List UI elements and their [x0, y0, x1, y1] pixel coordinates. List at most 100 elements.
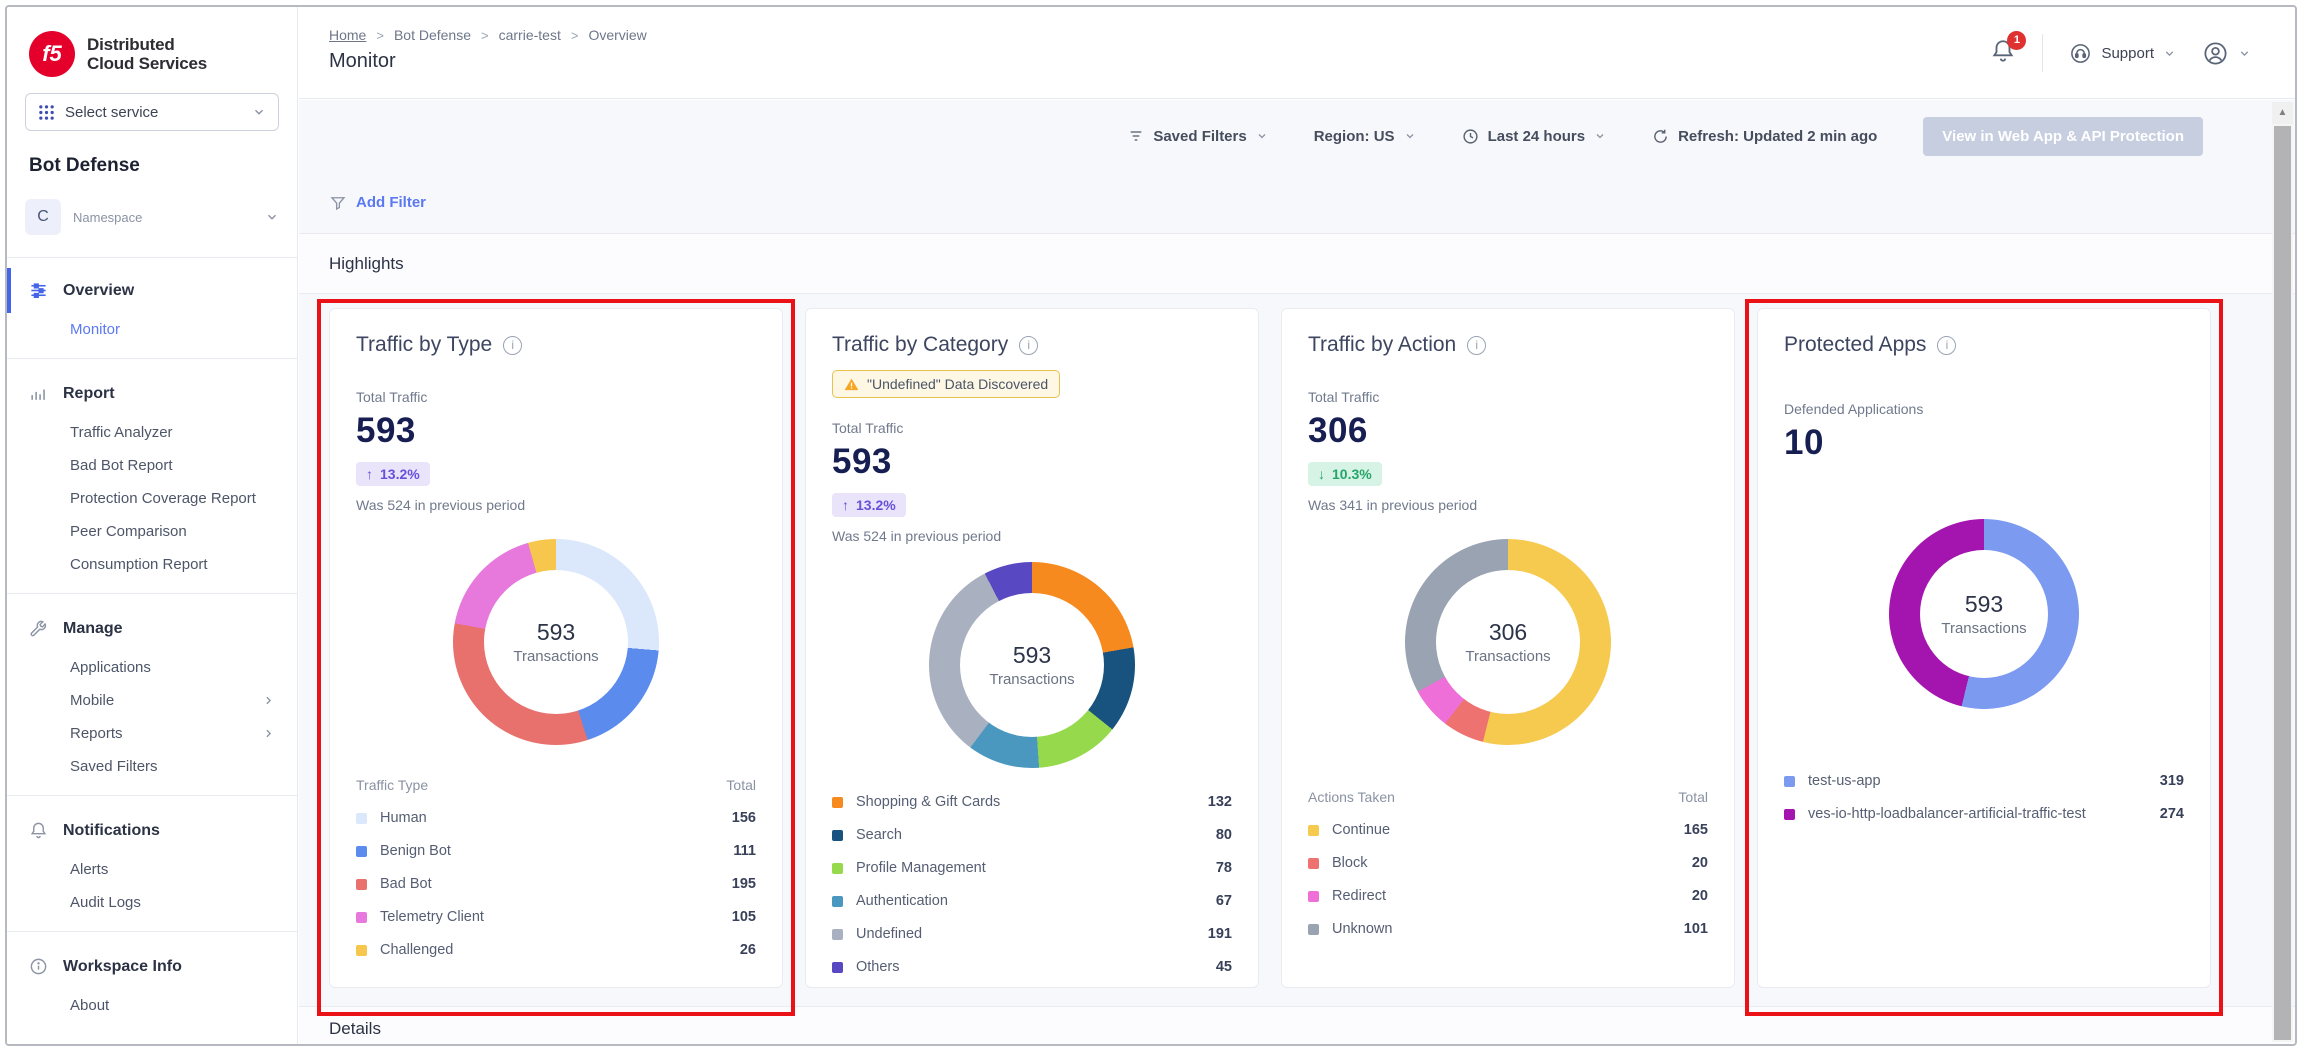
sidebar-item-label: Notifications — [63, 822, 160, 840]
legend-label: Challenged — [380, 942, 727, 958]
delta-badge: ↑13.2% — [832, 493, 906, 517]
avatar-icon — [2202, 40, 2229, 67]
sidebar-item-label: Workspace Info — [63, 958, 182, 976]
legend-row[interactable]: Challenged 26 — [356, 942, 756, 958]
legend-row[interactable]: ves-io-http-loadbalancer-artificial-traf… — [1784, 806, 2184, 822]
sidebar-item-monitor[interactable]: Monitor — [7, 313, 297, 346]
down-arrow-icon: ↓ — [1318, 466, 1325, 482]
donut-center-value: 593 — [537, 619, 575, 646]
legend-label: Redirect — [1332, 888, 1679, 904]
legend-row[interactable]: Search80 — [832, 827, 1232, 843]
legend-row[interactable]: Continue165 — [1308, 822, 1708, 838]
namespace-selector[interactable]: C Namespace — [7, 199, 297, 258]
legend-row[interactable]: Profile Management78 — [832, 860, 1232, 876]
service-selector[interactable]: Select service — [25, 93, 279, 131]
previous-period-text: Was 524 in previous period — [356, 497, 756, 513]
breadcrumb-home[interactable]: Home — [329, 27, 366, 43]
chevron-down-icon — [1594, 130, 1606, 142]
sidebar-item-report[interactable]: Report — [7, 371, 297, 416]
sidebar-item-manage[interactable]: Manage — [7, 606, 297, 651]
sidebar-item-notifications[interactable]: Notifications — [7, 808, 297, 853]
time-range-dropdown[interactable]: Last 24 hours — [1462, 128, 1607, 145]
sidebar-item-label: Report — [63, 385, 115, 403]
metric-label: Defended Applications — [1784, 401, 2184, 417]
metric-value: 593 — [832, 442, 1232, 482]
grid-icon — [38, 104, 55, 121]
scrollbar-up-icon[interactable]: ▲ — [2272, 102, 2293, 124]
legend-row[interactable]: test-us-app319 — [1784, 773, 2184, 789]
legend-swatch — [356, 912, 367, 923]
support-menu[interactable]: Support — [2069, 42, 2176, 65]
sidebar-item-workspace-info[interactable]: Workspace Info — [7, 944, 297, 989]
card-title: Protected Apps — [1784, 333, 1926, 357]
add-filter-button[interactable]: Add Filter — [356, 194, 426, 211]
legend-row[interactable]: Unknown101 — [1308, 921, 1708, 937]
info-icon[interactable]: i — [1467, 336, 1486, 355]
sidebar-item-alerts[interactable]: Alerts — [7, 853, 297, 886]
info-icon[interactable]: i — [1019, 336, 1038, 355]
legend-row[interactable]: Block20 — [1308, 855, 1708, 871]
brand-name-line2: Cloud Services — [87, 54, 207, 73]
sidebar-nav: Overview Monitor Report Traffic Analyzer… — [7, 258, 297, 1022]
legend-row[interactable]: Others45 — [832, 959, 1232, 975]
legend-row[interactable]: Authentication67 — [832, 893, 1232, 909]
time-range-label: Last 24 hours — [1488, 128, 1586, 145]
refresh-button[interactable]: Refresh: Updated 2 min ago — [1652, 128, 1877, 145]
top-bar: Home > Bot Defense > carrie-test > Overv… — [299, 7, 2295, 99]
legend-label: Telemetry Client — [380, 909, 719, 925]
sidebar-item-label: Reports — [70, 725, 123, 742]
legend-value: 45 — [1216, 959, 1232, 975]
breadcrumb-namespace[interactable]: carrie-test — [499, 27, 561, 43]
sidebar-item-saved-filters[interactable]: Saved Filters — [7, 750, 297, 783]
legend-row[interactable]: Telemetry Client105 — [356, 909, 756, 925]
account-menu[interactable] — [2202, 40, 2251, 67]
region-dropdown[interactable]: Region: US — [1314, 128, 1416, 145]
legend-value: 80 — [1216, 827, 1232, 843]
sidebar-item-audit-logs[interactable]: Audit Logs — [7, 886, 297, 919]
legend-row[interactable]: Undefined191 — [832, 926, 1232, 942]
divider — [7, 931, 297, 932]
legend-value: 274 — [2160, 806, 2184, 822]
sidebar-item-peer-comparison[interactable]: Peer Comparison — [7, 515, 297, 548]
legend-row[interactable]: Human156 — [356, 810, 756, 826]
sidebar-item-bad-bot-report[interactable]: Bad Bot Report — [7, 449, 297, 482]
info-icon[interactable]: i — [503, 336, 522, 355]
legend-header-label: Traffic Type — [356, 777, 428, 793]
legend-row[interactable]: Bad Bot195 — [356, 876, 756, 892]
donut-center-label: Transactions — [989, 671, 1074, 688]
sidebar-item-label: Mobile — [70, 692, 114, 709]
traffic-by-type-card: Traffic by Type i Total Traffic 593 ↑13.… — [329, 308, 783, 988]
scrollbar-thumb[interactable] — [2274, 126, 2291, 1040]
legend-value: 20 — [1692, 888, 1708, 904]
donut-chart: 593 Transactions — [929, 562, 1135, 768]
sidebar-item-overview[interactable]: Overview — [7, 268, 297, 313]
sidebar-item-label: Bad Bot Report — [70, 457, 173, 474]
vertical-scrollbar[interactable]: ▲ — [2272, 102, 2293, 1042]
legend-value: 26 — [740, 942, 756, 958]
sidebar-item-about[interactable]: About — [7, 989, 297, 1022]
view-in-waap-button[interactable]: View in Web App & API Protection — [1923, 117, 2203, 156]
sidebar-item-applications[interactable]: Applications — [7, 651, 297, 684]
sidebar-item-consumption-report[interactable]: Consumption Report — [7, 548, 297, 581]
legend-swatch — [832, 797, 843, 808]
breadcrumb-bot-defense[interactable]: Bot Defense — [394, 27, 471, 43]
saved-filters-dropdown[interactable]: Saved Filters — [1128, 128, 1267, 145]
legend-value: 20 — [1692, 855, 1708, 871]
previous-period-text: Was 341 in previous period — [1308, 497, 1708, 513]
sidebar-item-traffic-analyzer[interactable]: Traffic Analyzer — [7, 416, 297, 449]
previous-period-text: Was 524 in previous period — [832, 528, 1232, 544]
legend-row[interactable]: Redirect 20 — [1308, 888, 1708, 904]
metric-value: 593 — [356, 411, 756, 451]
sidebar: f5 Distributed Cloud Services Select ser… — [7, 7, 298, 1044]
notifications-bell-button[interactable]: 1 — [1990, 38, 2016, 69]
sidebar-item-reports[interactable]: Reports — [7, 717, 297, 750]
sidebar-item-mobile[interactable]: Mobile — [7, 684, 297, 717]
sidebar-item-label: Traffic Analyzer — [70, 424, 173, 441]
sidebar-item-protection-coverage-report[interactable]: Protection Coverage Report — [7, 482, 297, 515]
chevron-down-icon — [2163, 47, 2176, 60]
info-icon[interactable]: i — [1937, 336, 1956, 355]
legend-row[interactable]: Benign Bot111 — [356, 843, 756, 859]
card-title: Traffic by Type — [356, 333, 492, 357]
breadcrumb-overview[interactable]: Overview — [588, 27, 646, 43]
legend-row[interactable]: Shopping & Gift Cards132 — [832, 794, 1232, 810]
